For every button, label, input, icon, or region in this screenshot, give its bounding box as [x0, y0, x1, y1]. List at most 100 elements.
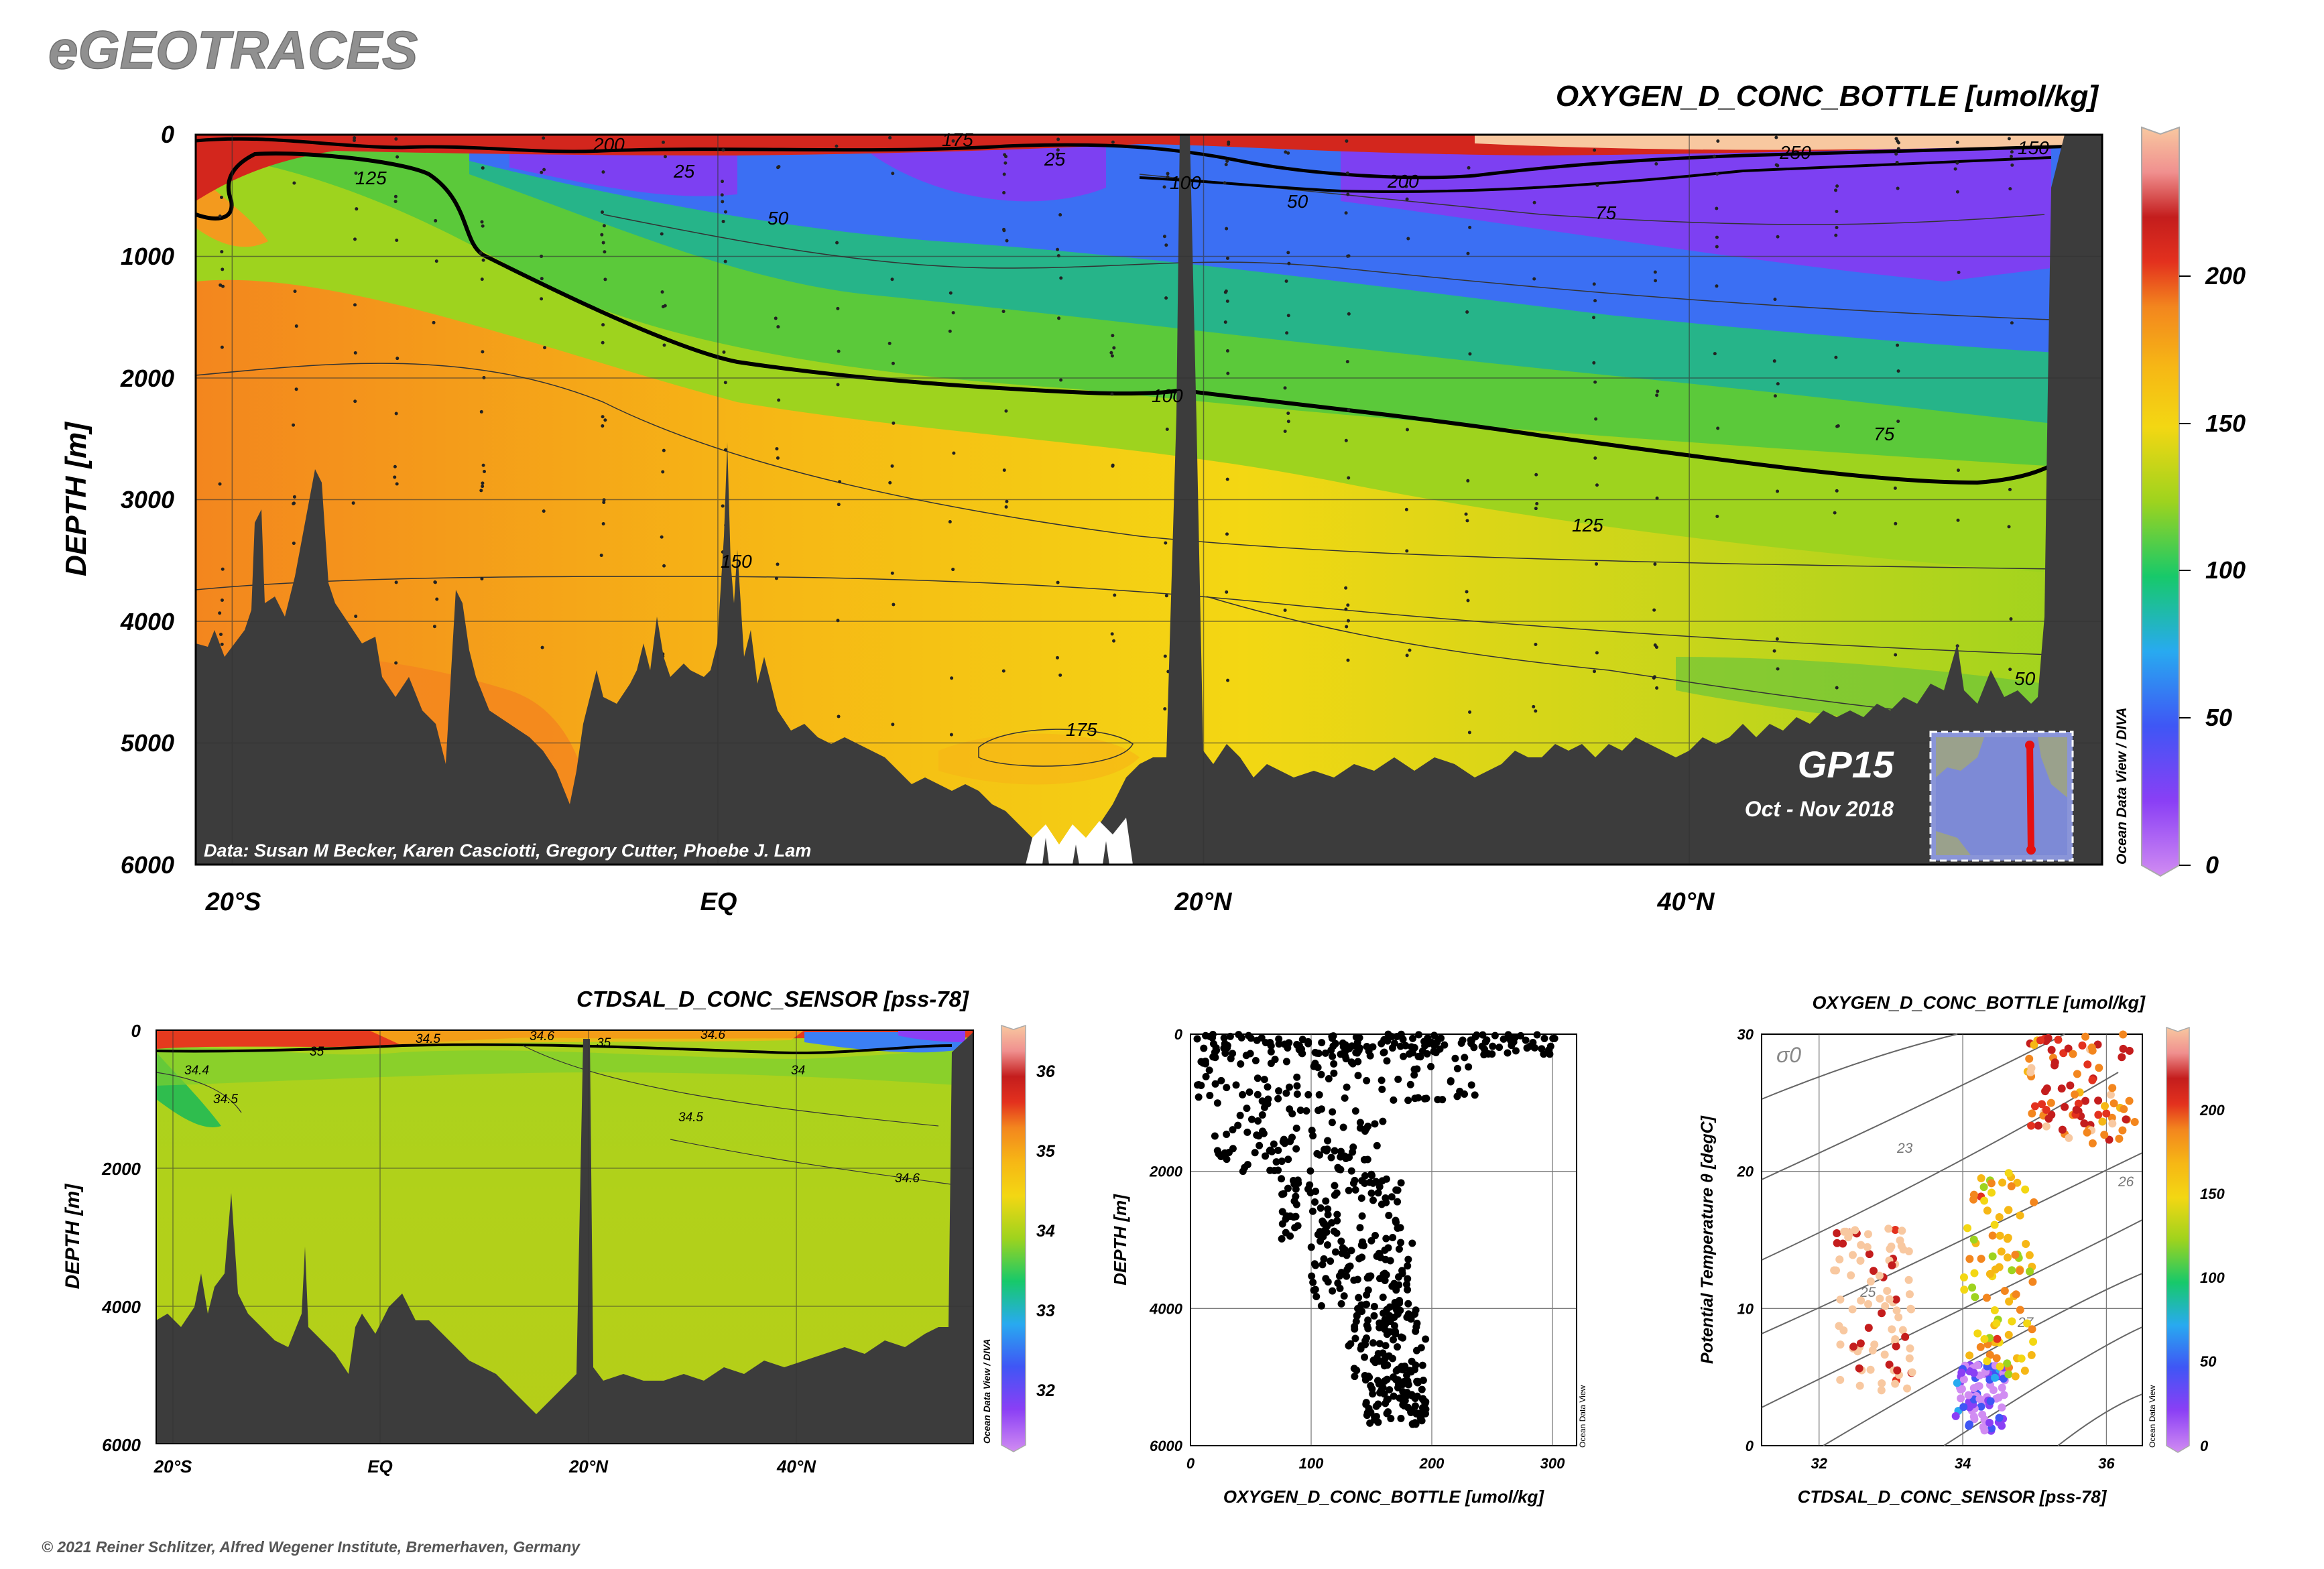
profile-point	[1206, 1092, 1214, 1100]
ts-point	[2042, 1106, 2051, 1115]
ts-point	[2106, 1090, 2115, 1099]
profile-point	[1473, 1031, 1481, 1039]
sample-dot	[1773, 298, 1777, 302]
sample-dot	[1056, 247, 1060, 251]
profile-point	[1375, 1250, 1384, 1258]
sample-dot	[1956, 468, 1960, 473]
profile-point	[1347, 1247, 1355, 1255]
sample-dot	[948, 329, 952, 333]
y-tick-label: 6000	[1150, 1438, 1183, 1454]
profile-point	[1317, 1204, 1325, 1212]
sample-dot	[602, 501, 606, 505]
sample-dot	[1895, 160, 1899, 164]
profile-point	[1390, 1392, 1398, 1400]
ts-point	[1855, 1381, 1864, 1390]
profile-point	[1353, 1312, 1361, 1320]
ts-point	[2122, 1115, 2130, 1124]
sample-dot	[601, 170, 605, 174]
salinity-section-chart: CTDSAL_D_CONC_SENSOR [pss-78] 35 34.5 34…	[62, 987, 1056, 1477]
ts-point	[1987, 1188, 1996, 1197]
sample-dot	[723, 448, 727, 452]
sample-dot	[1404, 507, 1408, 511]
profile-point	[1392, 1218, 1400, 1227]
sample-dot	[1405, 197, 1409, 201]
sample-dot	[660, 535, 664, 539]
ts-point	[2004, 1370, 2013, 1379]
ts-point	[2005, 1297, 2014, 1306]
ts-point	[1878, 1309, 1886, 1318]
ts-point	[2102, 1109, 2111, 1118]
sample-dot	[480, 577, 484, 581]
contour-label: 100	[1170, 172, 1201, 193]
ts-point	[2071, 1090, 2079, 1099]
ts-point	[1857, 1241, 1866, 1249]
sample-dot	[720, 193, 724, 197]
sample-dot	[481, 224, 485, 228]
sample-dot	[480, 220, 484, 224]
profile-point	[1243, 1105, 1251, 1113]
profile-points	[1193, 1030, 1558, 1428]
ts-y-axis-title: Potential Temperature θ [degC]	[1698, 1115, 1717, 1364]
profile-point	[1390, 1096, 1398, 1104]
profile-point	[1292, 1124, 1300, 1132]
sample-dot	[1653, 270, 1657, 274]
profile-point	[1380, 1358, 1388, 1366]
profile-point	[1369, 1339, 1377, 1347]
contour-label: 34.5	[416, 1032, 440, 1046]
profile-point	[1495, 1044, 1504, 1052]
ts-point	[2022, 1240, 2030, 1249]
ts-point	[1880, 1351, 1889, 1359]
profile-point	[1378, 1085, 1386, 1093]
profile-point	[1430, 1031, 1439, 1040]
profile-point	[1229, 1126, 1237, 1134]
ts-point	[2119, 1030, 2128, 1039]
sample-dot	[543, 346, 547, 350]
profile-point	[1304, 1090, 1312, 1099]
sample-dot	[601, 340, 605, 344]
profile-point	[1285, 1083, 1293, 1091]
sample-dot	[1059, 276, 1063, 280]
ts-point	[1975, 1395, 1984, 1403]
ts-point	[2038, 1100, 2046, 1109]
profile-point	[1394, 1224, 1402, 1232]
ts-point	[2003, 1253, 2012, 1262]
ts-point	[1886, 1245, 1894, 1253]
ts-point	[2130, 1118, 2139, 1127]
profile-point	[1363, 1076, 1371, 1084]
profile-point	[1351, 1107, 1359, 1115]
ts-point	[1849, 1342, 1858, 1351]
sample-dot	[1283, 608, 1287, 612]
sample-dot	[777, 398, 781, 402]
profile-point	[1329, 1108, 1337, 1116]
sample-dot	[351, 501, 355, 505]
ts-point	[1848, 1305, 1857, 1314]
ts-point	[1906, 1304, 1915, 1313]
ts-point	[1903, 1384, 1912, 1393]
ts-point	[1970, 1269, 1979, 1277]
profile-point	[1339, 1040, 1347, 1048]
profile-point	[1357, 1194, 1365, 1202]
profile-point	[1479, 1031, 1487, 1039]
profile-point	[1351, 1334, 1359, 1342]
sample-dot	[1346, 192, 1350, 196]
profile-point	[1329, 1287, 1337, 1295]
sample-dot	[540, 170, 544, 174]
sample-dot	[1593, 456, 1597, 460]
sample-dot	[1836, 424, 1840, 428]
sample-dot	[1004, 505, 1008, 509]
sample-dot	[354, 615, 358, 619]
ts-point	[1893, 1366, 1902, 1375]
ts-point	[2105, 1135, 2114, 1144]
ts-point	[2119, 1044, 2128, 1053]
ts-point	[1960, 1285, 1969, 1294]
ts-point	[2120, 1105, 2128, 1113]
sample-dot	[220, 345, 224, 349]
x-tick-label: 200	[1419, 1455, 1445, 1472]
isopycnal-label: 23	[1896, 1141, 1913, 1156]
ts-point	[1894, 1313, 1903, 1322]
sample-dot	[540, 277, 544, 281]
ts-point	[1998, 1403, 2006, 1412]
profile-point	[1411, 1419, 1419, 1427]
profile-point	[1375, 1340, 1384, 1348]
profile-point	[1286, 1137, 1294, 1145]
